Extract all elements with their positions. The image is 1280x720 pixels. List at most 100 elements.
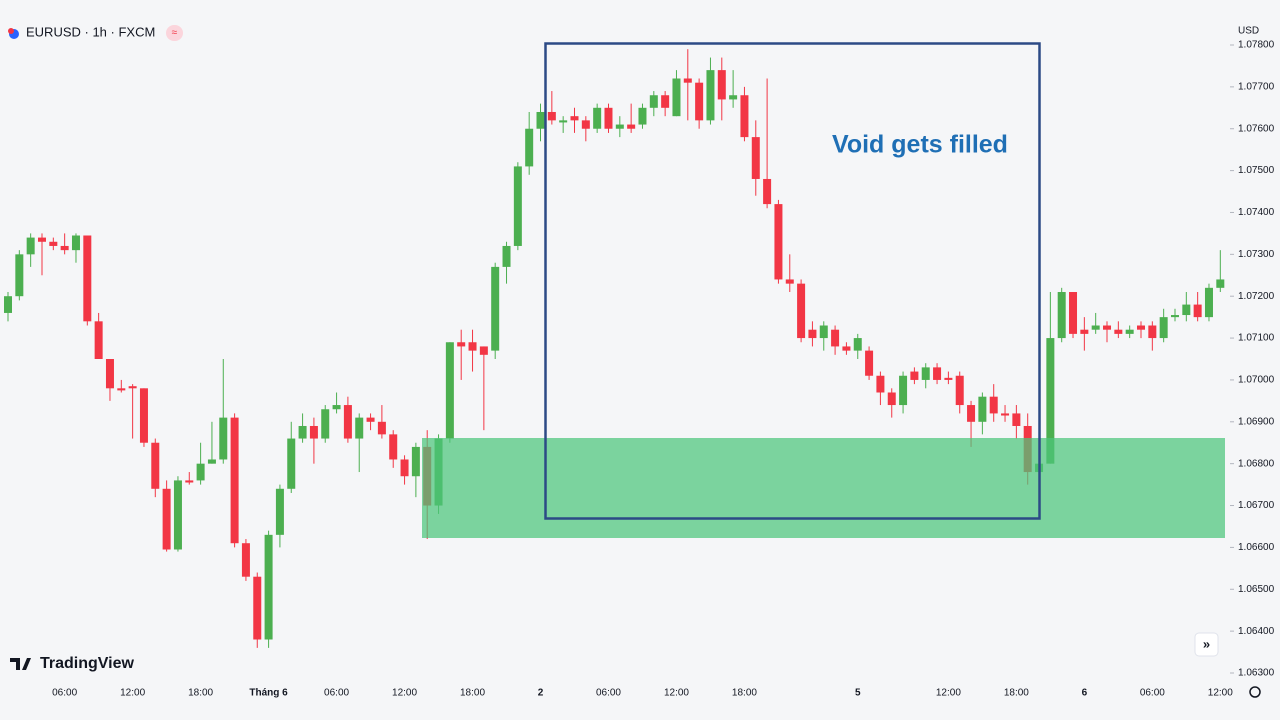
candle-body [151, 442, 160, 489]
candle-body [627, 124, 636, 129]
y-tick-label: 1.06900 [1238, 416, 1275, 427]
x-tick-label: 6 [1082, 688, 1088, 699]
y-tick-label: 1.06300 [1238, 668, 1275, 679]
demand-zone [422, 438, 1225, 538]
x-tick-label: 18:00 [1004, 688, 1029, 699]
candle-body [15, 254, 24, 297]
candle-body [457, 342, 466, 347]
candle-body [593, 107, 602, 129]
candle-body [479, 346, 488, 355]
candle-body [26, 237, 35, 255]
candle-body [264, 534, 273, 640]
candle-body [547, 111, 556, 121]
candle-body [298, 425, 307, 439]
candle-body [989, 396, 998, 414]
y-tick-label: 1.07600 [1238, 123, 1275, 134]
y-tick-label: 1.06600 [1238, 542, 1275, 553]
x-tick-label: 2 [538, 688, 544, 699]
time-axis [0, 680, 1230, 720]
candle-body [513, 166, 522, 246]
candle-body [1091, 325, 1100, 330]
candle-body [1114, 329, 1123, 334]
candle-body [1216, 279, 1225, 288]
y-tick-label: 1.06500 [1238, 584, 1275, 595]
candle-body [944, 377, 953, 380]
candle-body [604, 107, 613, 129]
y-tick-label: 1.07700 [1238, 82, 1275, 93]
x-tick-label: 06:00 [596, 688, 621, 699]
scroll-button[interactable] [1194, 632, 1219, 657]
candle-body [4, 296, 12, 313]
x-tick-label: 12:00 [664, 688, 689, 699]
candle-body [502, 245, 511, 267]
candle-body [49, 241, 58, 246]
y-tick-label: 1.07300 [1238, 249, 1275, 260]
candle-body [1193, 304, 1202, 318]
candle-body [185, 480, 194, 483]
candle-body [955, 375, 964, 406]
candle-body [309, 425, 318, 439]
candle-body [876, 375, 885, 393]
x-tick-label: 5 [855, 688, 861, 699]
candle-body [785, 279, 794, 284]
x-tick-label: 12:00 [120, 688, 145, 699]
candle-body [1080, 329, 1089, 334]
candle-body [695, 82, 704, 121]
price-axis [1230, 0, 1280, 720]
candle-body [377, 421, 386, 435]
candle-body [717, 70, 726, 100]
candle-body [1057, 292, 1066, 339]
candle-body [808, 329, 817, 339]
y-tick-label: 1.07800 [1238, 40, 1275, 51]
candle-body [706, 70, 715, 121]
candle-body [173, 480, 182, 550]
candle-body [683, 78, 692, 83]
axes: 1.06300 1.06400 1.06500 1.06600 1.06700 1.068… [52, 40, 1274, 699]
candle-body [819, 325, 828, 339]
symbol-title: EURUSD · 1h · FXCM [26, 24, 155, 39]
brand-logo [10, 658, 31, 670]
candle-body [1182, 304, 1191, 316]
candle-body [661, 95, 670, 108]
x-tick-label: 12:00 [1208, 688, 1233, 699]
candle-body [366, 417, 375, 422]
highlight-box [544, 42, 1041, 520]
candle-body [117, 388, 126, 391]
candle-body [581, 120, 590, 129]
candle-body [536, 111, 545, 129]
candle-body [933, 367, 942, 380]
currency[interactable]: USD [1238, 26, 1259, 37]
x-tick-label: 18:00 [188, 688, 213, 699]
status-badge [166, 25, 183, 41]
candle-body [321, 409, 330, 439]
candle-body [899, 375, 908, 406]
y-tick-label: 1.07400 [1238, 207, 1275, 218]
candle-body [1069, 292, 1078, 334]
y-tick-label: 1.07200 [1238, 291, 1275, 302]
candle-body [1001, 413, 1010, 416]
annotation: Void gets filled [832, 131, 1008, 159]
settings-button[interactable] [1249, 686, 1261, 698]
symbol-icon [8, 28, 14, 34]
candle-body [1103, 325, 1112, 330]
candle-body [910, 371, 919, 380]
candle-body [445, 342, 454, 439]
candle-body [887, 392, 896, 406]
candle-body [411, 446, 420, 477]
candle-body [797, 283, 806, 339]
y-tick-label: 1.06800 [1238, 458, 1275, 469]
candle-body [763, 178, 772, 205]
candle-body [1137, 325, 1145, 330]
status-icon: ≈ [172, 28, 178, 39]
plot-area [4, 49, 1225, 648]
candle-body [1204, 287, 1213, 318]
candle-body [615, 124, 624, 129]
candle-body [83, 235, 92, 322]
candle-body [978, 396, 987, 422]
candle-body [638, 107, 647, 125]
candle-body [921, 367, 930, 380]
candle-body [332, 405, 341, 410]
candle-body [139, 388, 148, 443]
candle-body [230, 417, 239, 544]
